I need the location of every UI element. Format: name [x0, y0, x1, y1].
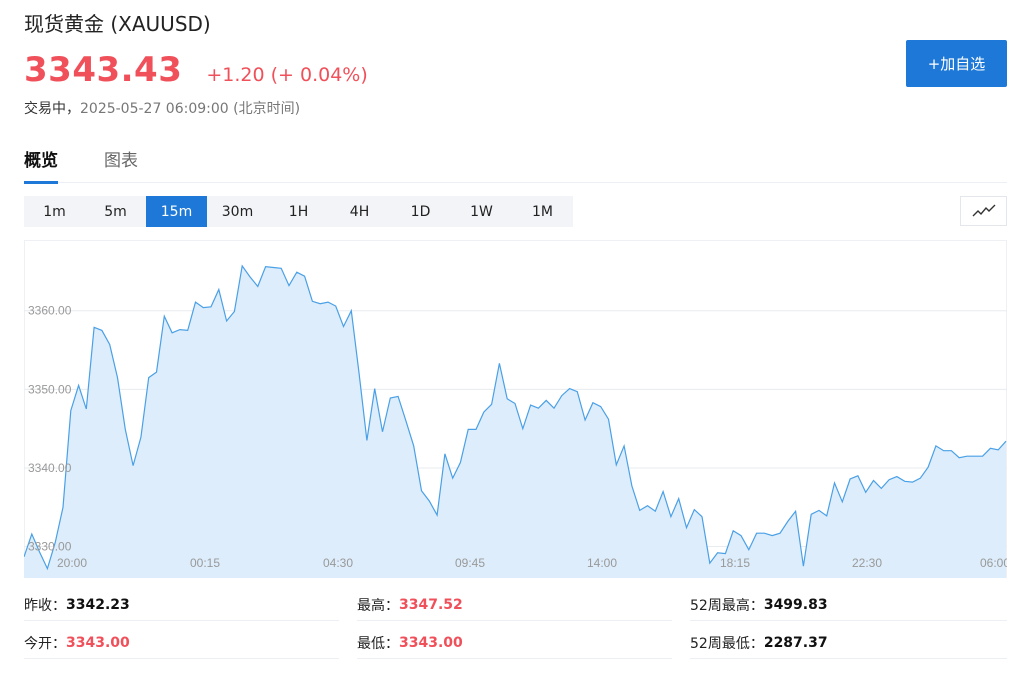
stats-row: 今开： 3343.00 最低： 3343.00 52周最低： 2287.37: [24, 628, 1007, 666]
timestamp: 2025-05-27 06:09:00 (北京时间): [80, 101, 301, 117]
x-tick-label: 22:30: [852, 556, 882, 570]
period-30m[interactable]: 30m: [221, 203, 254, 220]
period-4h[interactable]: 4H: [349, 203, 370, 220]
stat-prev-close: 昨收： 3342.23: [24, 590, 339, 621]
stats-row: 昨收： 3342.23 最高： 3347.52 52周最高： 3499.83: [24, 590, 1007, 628]
stat-value: 2287.37: [763, 635, 828, 651]
period-15m[interactable]: 15m: [146, 196, 207, 227]
chart-type-button[interactable]: [960, 196, 1007, 226]
x-tick-label: 00:15: [190, 556, 220, 570]
x-tick-label: 04:30: [323, 556, 353, 570]
stat-value: 3342.23: [66, 597, 130, 613]
x-tick-label: 09:45: [455, 556, 485, 570]
stat-value: 3347.52: [399, 597, 463, 613]
stat-value: 3343.00: [66, 635, 130, 651]
add-watchlist-button[interactable]: +加自选: [906, 40, 1007, 87]
line-chart-icon: [972, 204, 995, 217]
y-tick-label: 3330.00: [28, 540, 72, 554]
x-tick-label: 14:00: [587, 556, 617, 570]
price-row: 3343.43 +1.20 (+ 0.04%): [24, 50, 368, 90]
instrument-title: 现货黄金 (XAUUSD): [24, 12, 211, 36]
period-1h[interactable]: 1H: [288, 203, 309, 220]
tab-bar: 概览 图表: [24, 146, 1007, 184]
current-price: 3343.43: [24, 50, 183, 90]
period-1m[interactable]: 1m: [43, 203, 66, 220]
y-tick-label: 3340.00: [28, 461, 72, 475]
stat-52w-high: 52周最高： 3499.83: [690, 590, 1007, 621]
tab-overview[interactable]: 概览: [24, 146, 58, 184]
period-1mo[interactable]: 1M: [532, 203, 553, 220]
period-selector: 1m 5m 15m 30m 1H 4H 1D 1W 1M: [24, 196, 573, 227]
y-tick-label: 3360.00: [28, 304, 72, 318]
x-tick-label: 18:15: [720, 556, 750, 570]
x-tick-label: 20:00: [57, 556, 87, 570]
stat-value: 3499.83: [763, 597, 828, 613]
period-1w[interactable]: 1W: [470, 203, 493, 220]
period-1d[interactable]: 1D: [410, 203, 431, 220]
price-line: [24, 264, 1007, 571]
stat-high: 最高： 3347.52: [357, 590, 672, 621]
stats-table: 昨收： 3342.23 最高： 3347.52 52周最高： 3499.83 今开： 3…: [24, 590, 1007, 666]
stat-low: 最低： 3343.00: [357, 628, 672, 659]
stat-52w-low: 52周最低： 2287.37: [690, 628, 1007, 659]
price-area: [24, 265, 1006, 578]
x-tick-label: 06:00: [980, 556, 1007, 570]
stat-value: 3343.00: [399, 635, 463, 651]
trading-status: 交易中，2025-05-27 06:09:00 (北京时间): [24, 98, 300, 118]
y-tick-label: 3350.00: [28, 382, 72, 396]
price-chart: 3330.00 3340.00 3350.00 3360.00 20:00 00:15 04…: [24, 240, 1007, 578]
tab-chart[interactable]: 图表: [104, 151, 138, 171]
status-label: 交易中，: [24, 101, 80, 117]
price-change: +1.20 (+ 0.04%): [206, 64, 368, 86]
stat-open: 今开： 3343.00: [24, 628, 339, 659]
period-5m[interactable]: 5m: [104, 203, 127, 220]
